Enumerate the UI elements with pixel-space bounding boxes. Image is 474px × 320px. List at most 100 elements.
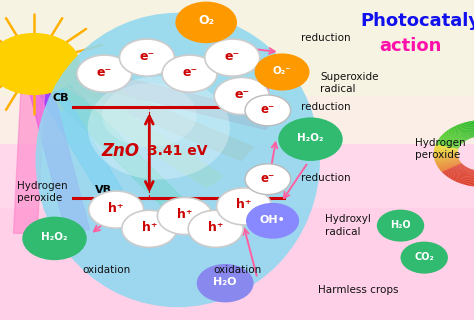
Polygon shape <box>37 85 139 224</box>
Text: 3.41 eV: 3.41 eV <box>148 144 208 158</box>
Polygon shape <box>451 127 467 140</box>
Polygon shape <box>438 140 460 147</box>
Polygon shape <box>472 121 474 136</box>
Polygon shape <box>436 142 459 148</box>
Text: Superoxide
radical: Superoxide radical <box>320 72 378 94</box>
Text: e⁻: e⁻ <box>225 50 240 62</box>
Text: Harmless crops: Harmless crops <box>318 284 398 295</box>
Text: H₂O₂: H₂O₂ <box>41 232 68 243</box>
Circle shape <box>122 210 177 247</box>
Text: Hydrogen
peroxide: Hydrogen peroxide <box>415 138 465 160</box>
Bar <box>0 0 474 144</box>
Text: O₂: O₂ <box>198 14 214 27</box>
Polygon shape <box>434 156 457 158</box>
Text: ZnO: ZnO <box>102 142 140 160</box>
Polygon shape <box>441 163 462 172</box>
Circle shape <box>175 2 237 43</box>
Text: oxidation: oxidation <box>82 265 131 276</box>
Polygon shape <box>440 137 461 145</box>
Polygon shape <box>465 122 474 137</box>
Polygon shape <box>434 156 458 160</box>
Polygon shape <box>435 158 458 163</box>
Text: h⁺: h⁺ <box>142 221 157 234</box>
Polygon shape <box>438 160 460 167</box>
Polygon shape <box>448 130 465 141</box>
Polygon shape <box>454 168 469 181</box>
Polygon shape <box>434 148 458 151</box>
Polygon shape <box>453 126 468 140</box>
Polygon shape <box>447 165 465 177</box>
Text: reduction: reduction <box>301 33 351 44</box>
Text: h⁺: h⁺ <box>177 208 192 221</box>
Circle shape <box>205 39 260 76</box>
Polygon shape <box>469 171 474 186</box>
Text: O₂⁻: O₂⁻ <box>273 66 292 76</box>
Polygon shape <box>466 170 474 186</box>
Polygon shape <box>435 157 458 161</box>
Polygon shape <box>60 71 254 161</box>
Text: e⁻: e⁻ <box>261 172 275 185</box>
Polygon shape <box>439 162 461 170</box>
Polygon shape <box>449 166 466 179</box>
Polygon shape <box>53 76 223 188</box>
Polygon shape <box>455 125 469 139</box>
Polygon shape <box>463 123 474 138</box>
Polygon shape <box>434 156 458 159</box>
Polygon shape <box>462 170 473 184</box>
Polygon shape <box>465 122 474 137</box>
Polygon shape <box>435 147 458 150</box>
Polygon shape <box>435 145 458 150</box>
Polygon shape <box>446 131 464 142</box>
Text: CO₂: CO₂ <box>414 252 434 262</box>
Polygon shape <box>472 171 474 187</box>
Text: H₂O₂: H₂O₂ <box>297 133 324 143</box>
Polygon shape <box>442 163 462 173</box>
Text: reduction: reduction <box>301 172 351 183</box>
Polygon shape <box>443 134 463 144</box>
Polygon shape <box>459 124 471 138</box>
Polygon shape <box>437 160 459 166</box>
Polygon shape <box>443 164 463 173</box>
Polygon shape <box>439 162 460 169</box>
Text: e⁻: e⁻ <box>234 88 249 101</box>
Polygon shape <box>435 157 458 162</box>
Text: H₂O: H₂O <box>213 277 237 287</box>
Polygon shape <box>468 170 474 186</box>
Polygon shape <box>66 65 274 130</box>
Polygon shape <box>434 153 457 154</box>
Circle shape <box>162 55 217 92</box>
Polygon shape <box>443 133 463 143</box>
Polygon shape <box>444 164 463 175</box>
Polygon shape <box>470 171 474 186</box>
Polygon shape <box>462 123 473 138</box>
Text: Hydroxyl
radical: Hydroxyl radical <box>325 214 371 237</box>
Polygon shape <box>438 161 460 169</box>
Circle shape <box>214 77 269 115</box>
Polygon shape <box>455 168 469 182</box>
Ellipse shape <box>88 76 230 180</box>
Circle shape <box>157 197 212 235</box>
Polygon shape <box>436 159 459 164</box>
Polygon shape <box>446 165 465 176</box>
Polygon shape <box>466 122 474 137</box>
Polygon shape <box>452 167 467 180</box>
Polygon shape <box>437 141 459 147</box>
Polygon shape <box>461 123 472 138</box>
Text: Hydrogen
peroxide: Hydrogen peroxide <box>17 181 67 203</box>
Polygon shape <box>454 126 469 140</box>
Polygon shape <box>460 124 472 138</box>
Polygon shape <box>440 162 461 171</box>
Polygon shape <box>438 139 460 147</box>
Circle shape <box>0 34 79 94</box>
Circle shape <box>77 55 132 92</box>
Circle shape <box>245 164 291 195</box>
Polygon shape <box>458 169 471 183</box>
Polygon shape <box>441 136 461 145</box>
Polygon shape <box>446 165 464 176</box>
Polygon shape <box>470 121 474 137</box>
Polygon shape <box>449 166 465 178</box>
Polygon shape <box>435 157 458 160</box>
Polygon shape <box>434 152 457 153</box>
Polygon shape <box>463 170 474 185</box>
Polygon shape <box>434 148 458 151</box>
